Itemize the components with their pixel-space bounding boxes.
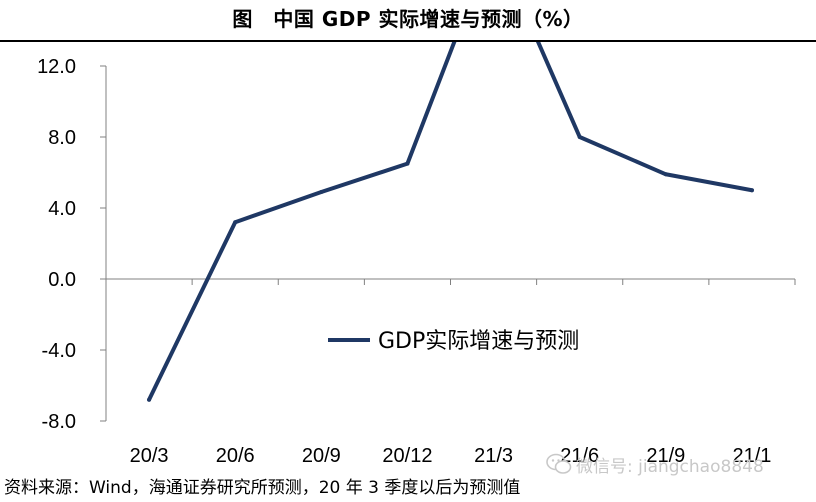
x-tick-label: 20/3 [130, 445, 169, 467]
y-tick-label: 12.0 [37, 56, 76, 78]
series-layer [147, 42, 754, 402]
data-point [233, 220, 238, 225]
y-tick-label: -8.0 [42, 411, 76, 433]
chart-title: 图 中国 GDP 实际增速与预测（%） [232, 7, 584, 31]
data-point [147, 397, 152, 402]
wechat-watermark: 微信号: jiangchao8848 [546, 452, 764, 477]
watermark-text: 微信号: jiangchao8848 [576, 456, 764, 477]
y-tick-label: 0.0 [48, 269, 76, 291]
title-divider [0, 40, 816, 42]
x-tick-label: 21/1 [732, 445, 771, 467]
data-point [663, 172, 668, 177]
x-tick-label: 20/6 [216, 445, 255, 467]
data-point [577, 135, 582, 139]
legend-label: GDP实际增速与预测 [378, 329, 579, 354]
x-tick-label: 20/12 [382, 445, 432, 467]
x-axis: 20/3 20/6 20/9 20/12 21/3 21/6 21/9 21/1 [105, 278, 796, 467]
line-chart: -8.0-4.00.04.08.012.0 20/3 20/6 20/9 20/12 2… [37, 42, 796, 467]
data-point [405, 161, 410, 166]
wechat-icon [546, 453, 572, 474]
data-point [319, 190, 324, 195]
legend: GDP实际增速与预测 [328, 329, 579, 354]
data-point [749, 188, 754, 193]
x-tick-label: 21/6 [560, 445, 599, 467]
y-tick-label: 4.0 [48, 198, 76, 220]
y-tick-label: -4.0 [42, 340, 76, 362]
series-line [147, 42, 754, 402]
x-tick-label: 20/9 [302, 445, 341, 467]
source-note: 资料来源：Wind，海通证券研究所预测，20 年 3 季度以后为预测值 [4, 478, 521, 498]
x-tick-label: 21/3 [474, 445, 513, 467]
x-tick-label: 21/9 [646, 445, 685, 467]
y-axis: -8.0 -4.0 0.0 4.0 8.0 12.0 [37, 56, 107, 433]
y-tick-label: 8.0 [48, 127, 76, 149]
